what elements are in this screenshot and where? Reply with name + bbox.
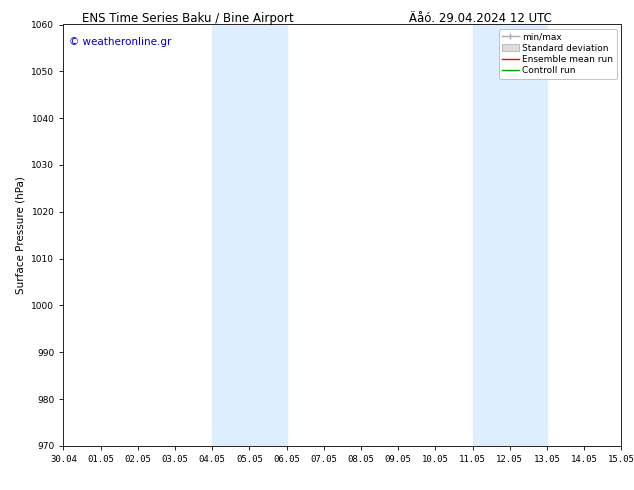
Y-axis label: Surface Pressure (hPa): Surface Pressure (hPa) — [16, 176, 26, 294]
Bar — [212, 24, 287, 446]
Text: ENS Time Series Baku / Bine Airport: ENS Time Series Baku / Bine Airport — [82, 12, 294, 25]
Text: Äåό. 29.04.2024 12 UTC: Äåό. 29.04.2024 12 UTC — [409, 12, 552, 25]
Text: © weatheronline.gr: © weatheronline.gr — [69, 37, 171, 47]
Bar — [472, 24, 547, 446]
Legend: min/max, Standard deviation, Ensemble mean run, Controll run: min/max, Standard deviation, Ensemble me… — [499, 29, 617, 79]
